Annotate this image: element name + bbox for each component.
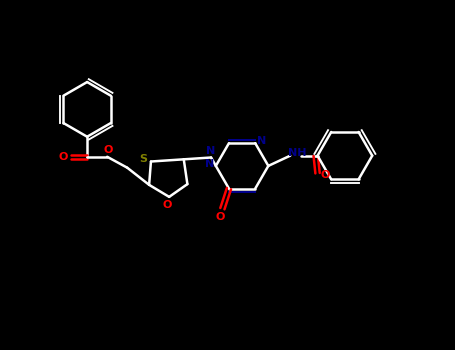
- Text: N: N: [257, 136, 266, 146]
- Text: O: O: [58, 152, 67, 162]
- Text: O: O: [216, 212, 225, 222]
- Text: O: O: [103, 145, 112, 155]
- Text: NH: NH: [288, 148, 306, 158]
- Text: O: O: [162, 200, 172, 210]
- Text: N: N: [206, 146, 215, 156]
- Text: S: S: [140, 154, 147, 163]
- Text: N: N: [205, 159, 214, 169]
- Text: O: O: [321, 170, 330, 180]
